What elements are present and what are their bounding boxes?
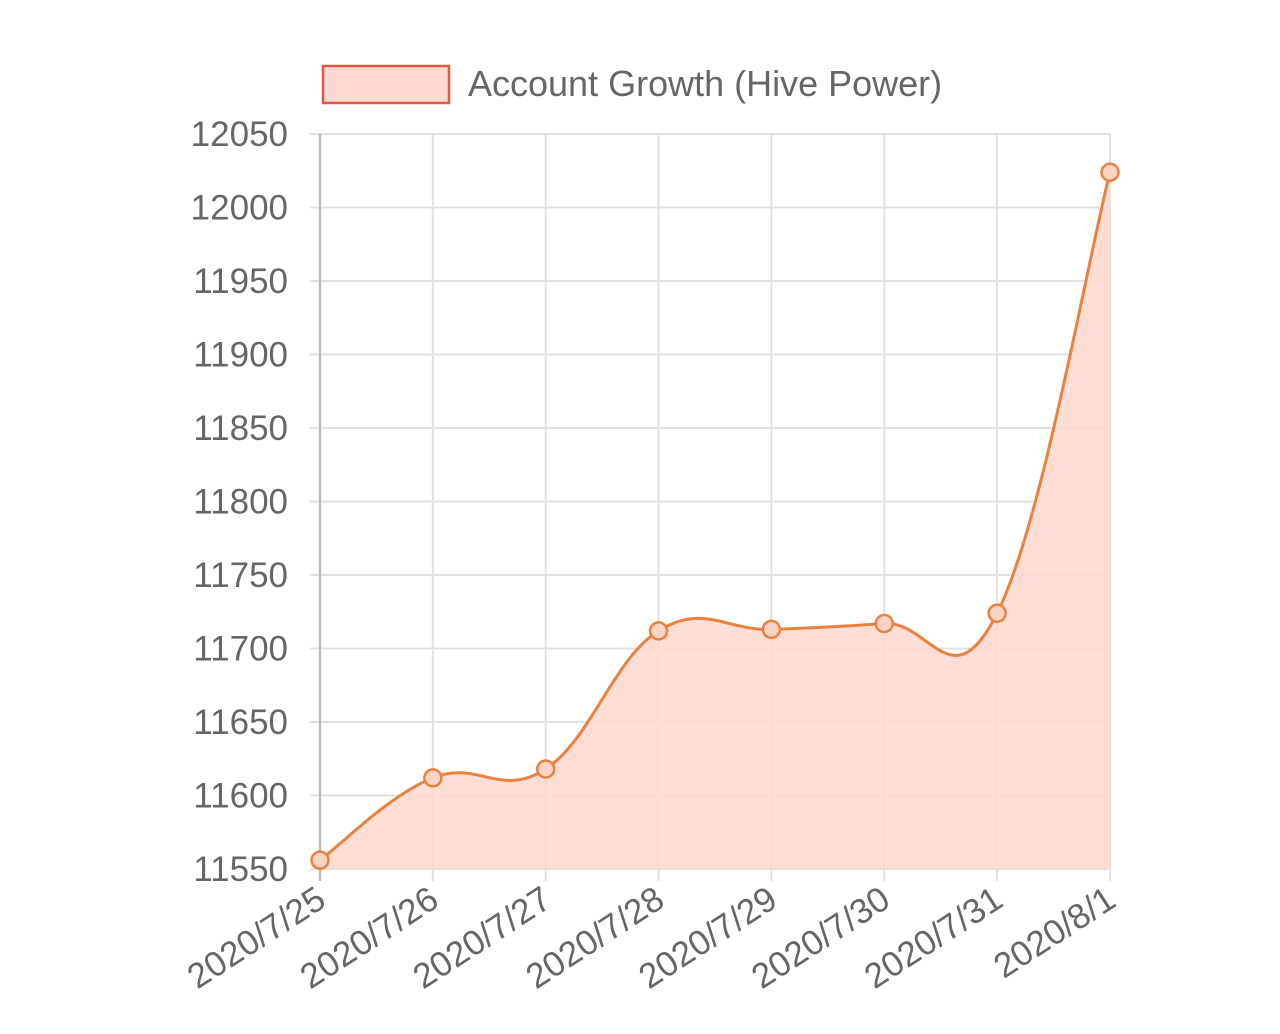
y-tick-label: 11600 (193, 777, 288, 816)
y-tick-label: 11900 (193, 336, 288, 375)
legend-swatch (321, 64, 451, 105)
data-point (987, 603, 1007, 623)
data-point (761, 619, 782, 640)
data-point (310, 850, 330, 870)
data-point (1100, 162, 1120, 182)
data-point (874, 613, 895, 634)
legend[interactable]: Account Growth (Hive Power) (321, 63, 942, 105)
data-point (648, 621, 669, 641)
y-tick-label: 12050 (191, 115, 288, 154)
x-tick-label: 2020/8/1 (987, 879, 1123, 986)
series-area (320, 172, 1110, 870)
data-point (535, 759, 556, 779)
series-account-growth (310, 162, 1120, 870)
y-tick-label: 11750 (193, 556, 288, 595)
y-tick-label: 11800 (193, 483, 288, 522)
y-tick-label: 11650 (193, 703, 288, 742)
series-line (319, 171, 1112, 862)
x-axis: 2020/7/252020/7/262020/7/272020/7/282020… (181, 879, 1123, 997)
y-axis: 11550 11600 11650 11700 11750 11800 11850 11900… (191, 115, 322, 889)
y-tick-label: 11950 (193, 262, 288, 301)
y-tick-label: 11700 (193, 630, 288, 669)
y-tick-label: 11850 (193, 409, 288, 448)
legend-label: Account Growth (Hive Power) (468, 63, 942, 104)
data-point (423, 768, 443, 788)
y-tick-label: 12000 (191, 189, 288, 228)
y-tick-label: 11550 (193, 850, 288, 889)
